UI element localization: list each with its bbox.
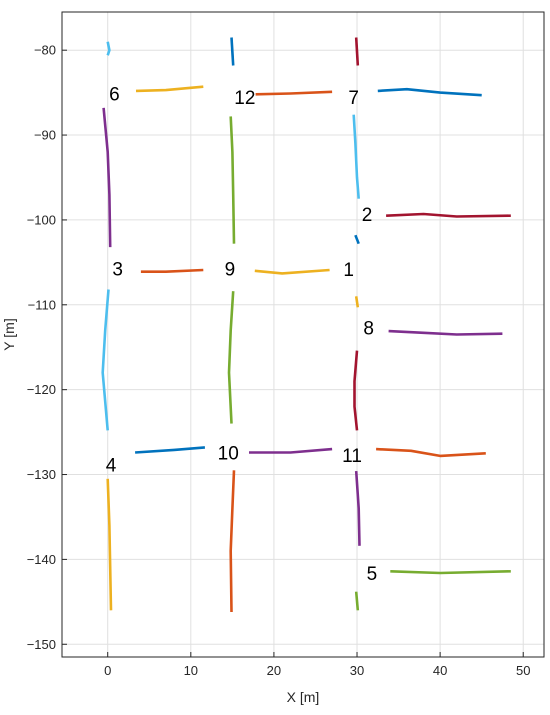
trajectory-series-1 xyxy=(106,41,111,56)
trajectory-series-21 xyxy=(376,447,486,458)
y-tick-label: −90 xyxy=(34,128,56,143)
x-tick-label: 50 xyxy=(516,663,530,678)
trajectory-series-18 xyxy=(353,350,359,431)
axes-frame xyxy=(61,11,545,658)
trajectory-series-19 xyxy=(135,446,206,454)
intersection-label: 8 xyxy=(363,319,374,340)
trajectory-series-14 xyxy=(354,296,360,308)
trajectory-series-25 xyxy=(390,570,511,575)
annotation-layer: 6 12 7 2 3 9 1 8 4 10 11 5 xyxy=(106,84,378,585)
intersection-label: 9 xyxy=(225,259,236,280)
trajectory-series-15 xyxy=(101,289,110,431)
trajectory-series-2 xyxy=(230,37,235,66)
x-tick-label: 30 xyxy=(350,663,364,678)
intersection-label: 10 xyxy=(218,443,239,464)
trajectory-series-16 xyxy=(227,291,235,424)
trajectory-series-8 xyxy=(229,116,236,244)
y-tick-label: −130 xyxy=(27,467,56,482)
y-axis-label: Y [m] xyxy=(1,318,17,350)
x-tick-label: 10 xyxy=(184,663,198,678)
trajectory-series-4 xyxy=(135,85,204,93)
intersection-label: 12 xyxy=(234,88,255,109)
y-tick-label: −150 xyxy=(27,637,56,652)
trajectory-series-6 xyxy=(377,87,482,97)
intersection-label: 2 xyxy=(362,205,373,226)
trajectory-series-13 xyxy=(254,268,330,275)
intersection-label: 6 xyxy=(109,84,120,105)
y-tick-label: −80 xyxy=(34,43,56,58)
trajectory-series-22 xyxy=(106,478,113,611)
intersection-label: 1 xyxy=(343,260,354,281)
y-tick-label: −140 xyxy=(27,552,56,567)
y-tick-label: −120 xyxy=(27,382,56,397)
intersection-label: 11 xyxy=(342,446,362,467)
trajectory-series-12 xyxy=(140,268,204,274)
trajectory-series-7 xyxy=(102,107,112,248)
intersection-label: 7 xyxy=(348,88,359,109)
trajectory-series-9 xyxy=(352,114,360,199)
trajectory-series-10 xyxy=(386,212,511,218)
trajectory-series-3 xyxy=(354,37,360,66)
y-tick-label: −110 xyxy=(28,297,56,312)
intersection-label: 5 xyxy=(367,564,378,585)
x-tick-label: 0 xyxy=(104,663,111,678)
x-axis-label: X [m] xyxy=(287,689,320,705)
x-tick-label: 20 xyxy=(267,663,281,678)
trajectory-series-11 xyxy=(354,234,360,245)
trajectory-series-20 xyxy=(249,447,333,454)
x-tick-label: 40 xyxy=(433,663,447,678)
series-layer xyxy=(101,37,511,613)
ticks-layer: 0 10 20 30 40 50 −150 −140 −130 −120 −110 −100 −90 −8… xyxy=(27,43,531,678)
trajectory-series-24 xyxy=(354,471,361,546)
trajectory-series-23 xyxy=(229,470,236,613)
intersection-label: 4 xyxy=(106,455,117,476)
trajectory-series-17 xyxy=(388,329,503,336)
y-tick-label: −100 xyxy=(27,212,56,227)
trajectory-series-5 xyxy=(255,90,333,96)
intersection-label: 3 xyxy=(112,259,123,280)
trajectory-series-26 xyxy=(354,591,360,611)
